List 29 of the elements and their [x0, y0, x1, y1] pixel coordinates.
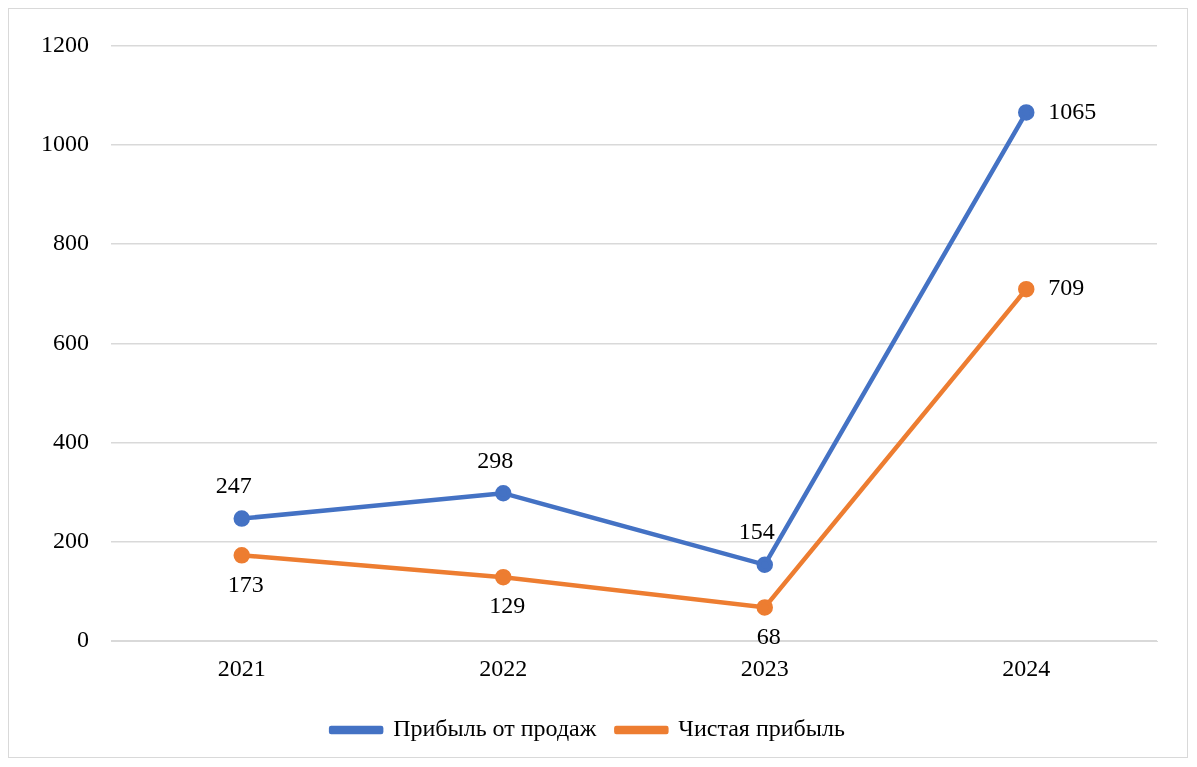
x-tick-label: 2022 — [479, 654, 528, 681]
y-tick-label: 0 — [77, 626, 89, 653]
data-label: 709 — [1048, 274, 1085, 301]
data-label: 247 — [215, 471, 252, 498]
x-tick-label: 2023 — [740, 654, 789, 681]
y-tick-label: 600 — [53, 328, 89, 355]
point — [233, 510, 250, 527]
data-label: 173 — [227, 570, 264, 597]
legend-label: Прибыль от продаж — [393, 715, 597, 742]
point — [495, 568, 512, 586]
point — [1018, 280, 1035, 298]
data-label: 298 — [477, 446, 514, 473]
x-tick-label: 2021 — [217, 654, 266, 681]
point — [233, 547, 250, 564]
y-tick-label: 1000 — [41, 130, 89, 156]
data-label: 154 — [738, 518, 775, 545]
point — [495, 484, 512, 502]
x-tick-label: 2024 — [1002, 654, 1051, 681]
y-tick-label: 800 — [53, 229, 89, 256]
y-tick-label: 400 — [53, 427, 89, 454]
point — [1018, 104, 1035, 121]
point — [756, 599, 773, 616]
legend-label: Чистая прибыль — [678, 715, 845, 742]
point — [756, 556, 773, 573]
data-label: 1065 — [1048, 97, 1097, 124]
data-label: 68 — [756, 622, 781, 649]
y-tick-label: 200 — [53, 527, 89, 554]
y-tick-label: 1200 — [41, 30, 89, 57]
data-label: 129 — [489, 592, 526, 619]
